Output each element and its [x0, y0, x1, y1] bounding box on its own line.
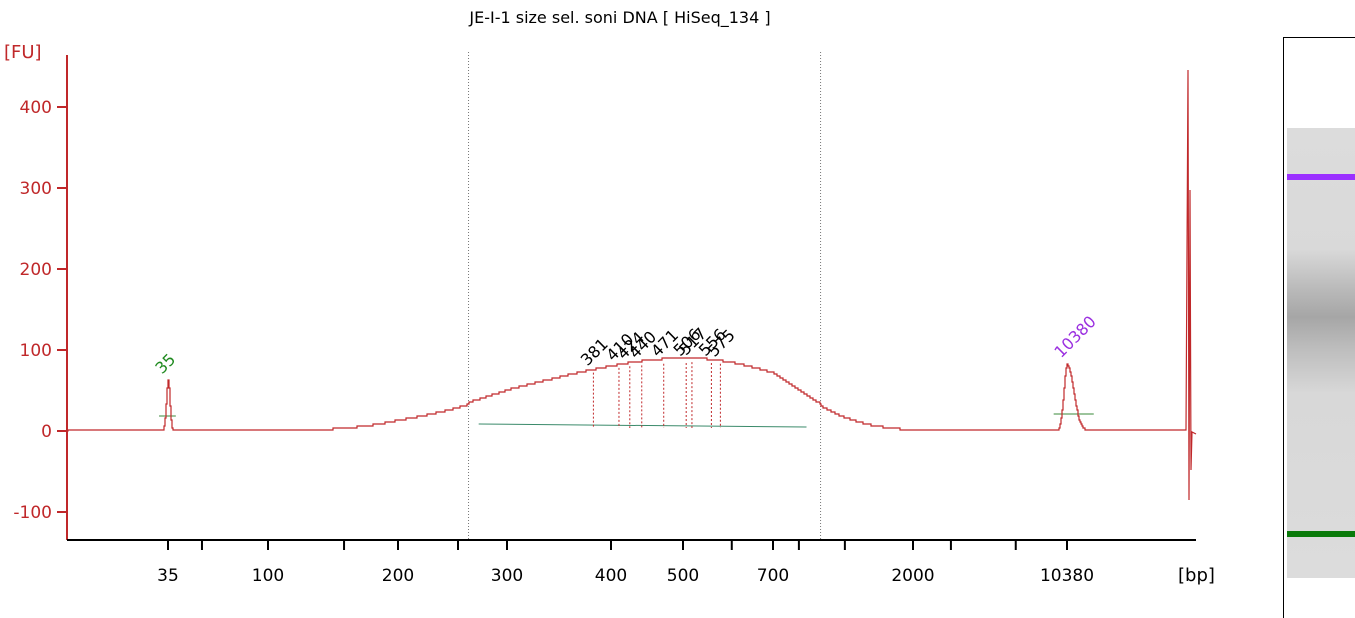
- x-tick-label: 100: [252, 566, 284, 586]
- region-markers: [468, 52, 822, 540]
- electropherogram-chart: JE-I-1 size sel. soni DNA [ HiSeq_134 ] …: [4, 8, 1215, 586]
- y-tick-label: -100: [13, 503, 52, 523]
- x-tick-label: 10380: [1040, 566, 1094, 586]
- x-tick-label: 35: [157, 566, 179, 586]
- x-tick-label: 700: [757, 566, 789, 586]
- peak-baselines: [159, 413, 1094, 428]
- x-ticks: 35 100 200 300 400 500 700 2000 10380: [157, 540, 1094, 586]
- peak-label: 35: [151, 350, 179, 378]
- axes: [66, 55, 1196, 541]
- x-tick-label: 2000: [891, 566, 934, 586]
- trace-group: [67, 69, 1197, 501]
- y-tick-label: 300: [20, 179, 52, 199]
- gel-band-lower-marker: [1287, 531, 1355, 537]
- y-ticks: -100 0 100 200 300 400: [13, 98, 67, 523]
- main-region-baseline: [478, 423, 807, 428]
- x-tick-label: 200: [382, 566, 414, 586]
- gel-lane: [1287, 128, 1355, 578]
- gel-band-upper-marker: [1287, 174, 1355, 180]
- y-axis-label: [FU]: [4, 42, 42, 63]
- chart-title: JE-I-1 size sel. soni DNA [ HiSeq_134 ]: [468, 8, 770, 28]
- x-tick-label: 500: [667, 566, 699, 586]
- y-tick-label: 400: [20, 98, 52, 118]
- x-axis-label: [bp]: [1178, 565, 1215, 586]
- peak-label: 10380: [1050, 312, 1099, 361]
- y-tick-label: 200: [20, 260, 52, 280]
- y-tick-label: 0: [41, 422, 52, 442]
- gel-image-panel: [1283, 37, 1355, 618]
- x-tick-label: 300: [491, 566, 523, 586]
- y-tick-label: 100: [20, 341, 52, 361]
- x-tick-label: 400: [595, 566, 627, 586]
- trace-line: [67, 69, 1197, 501]
